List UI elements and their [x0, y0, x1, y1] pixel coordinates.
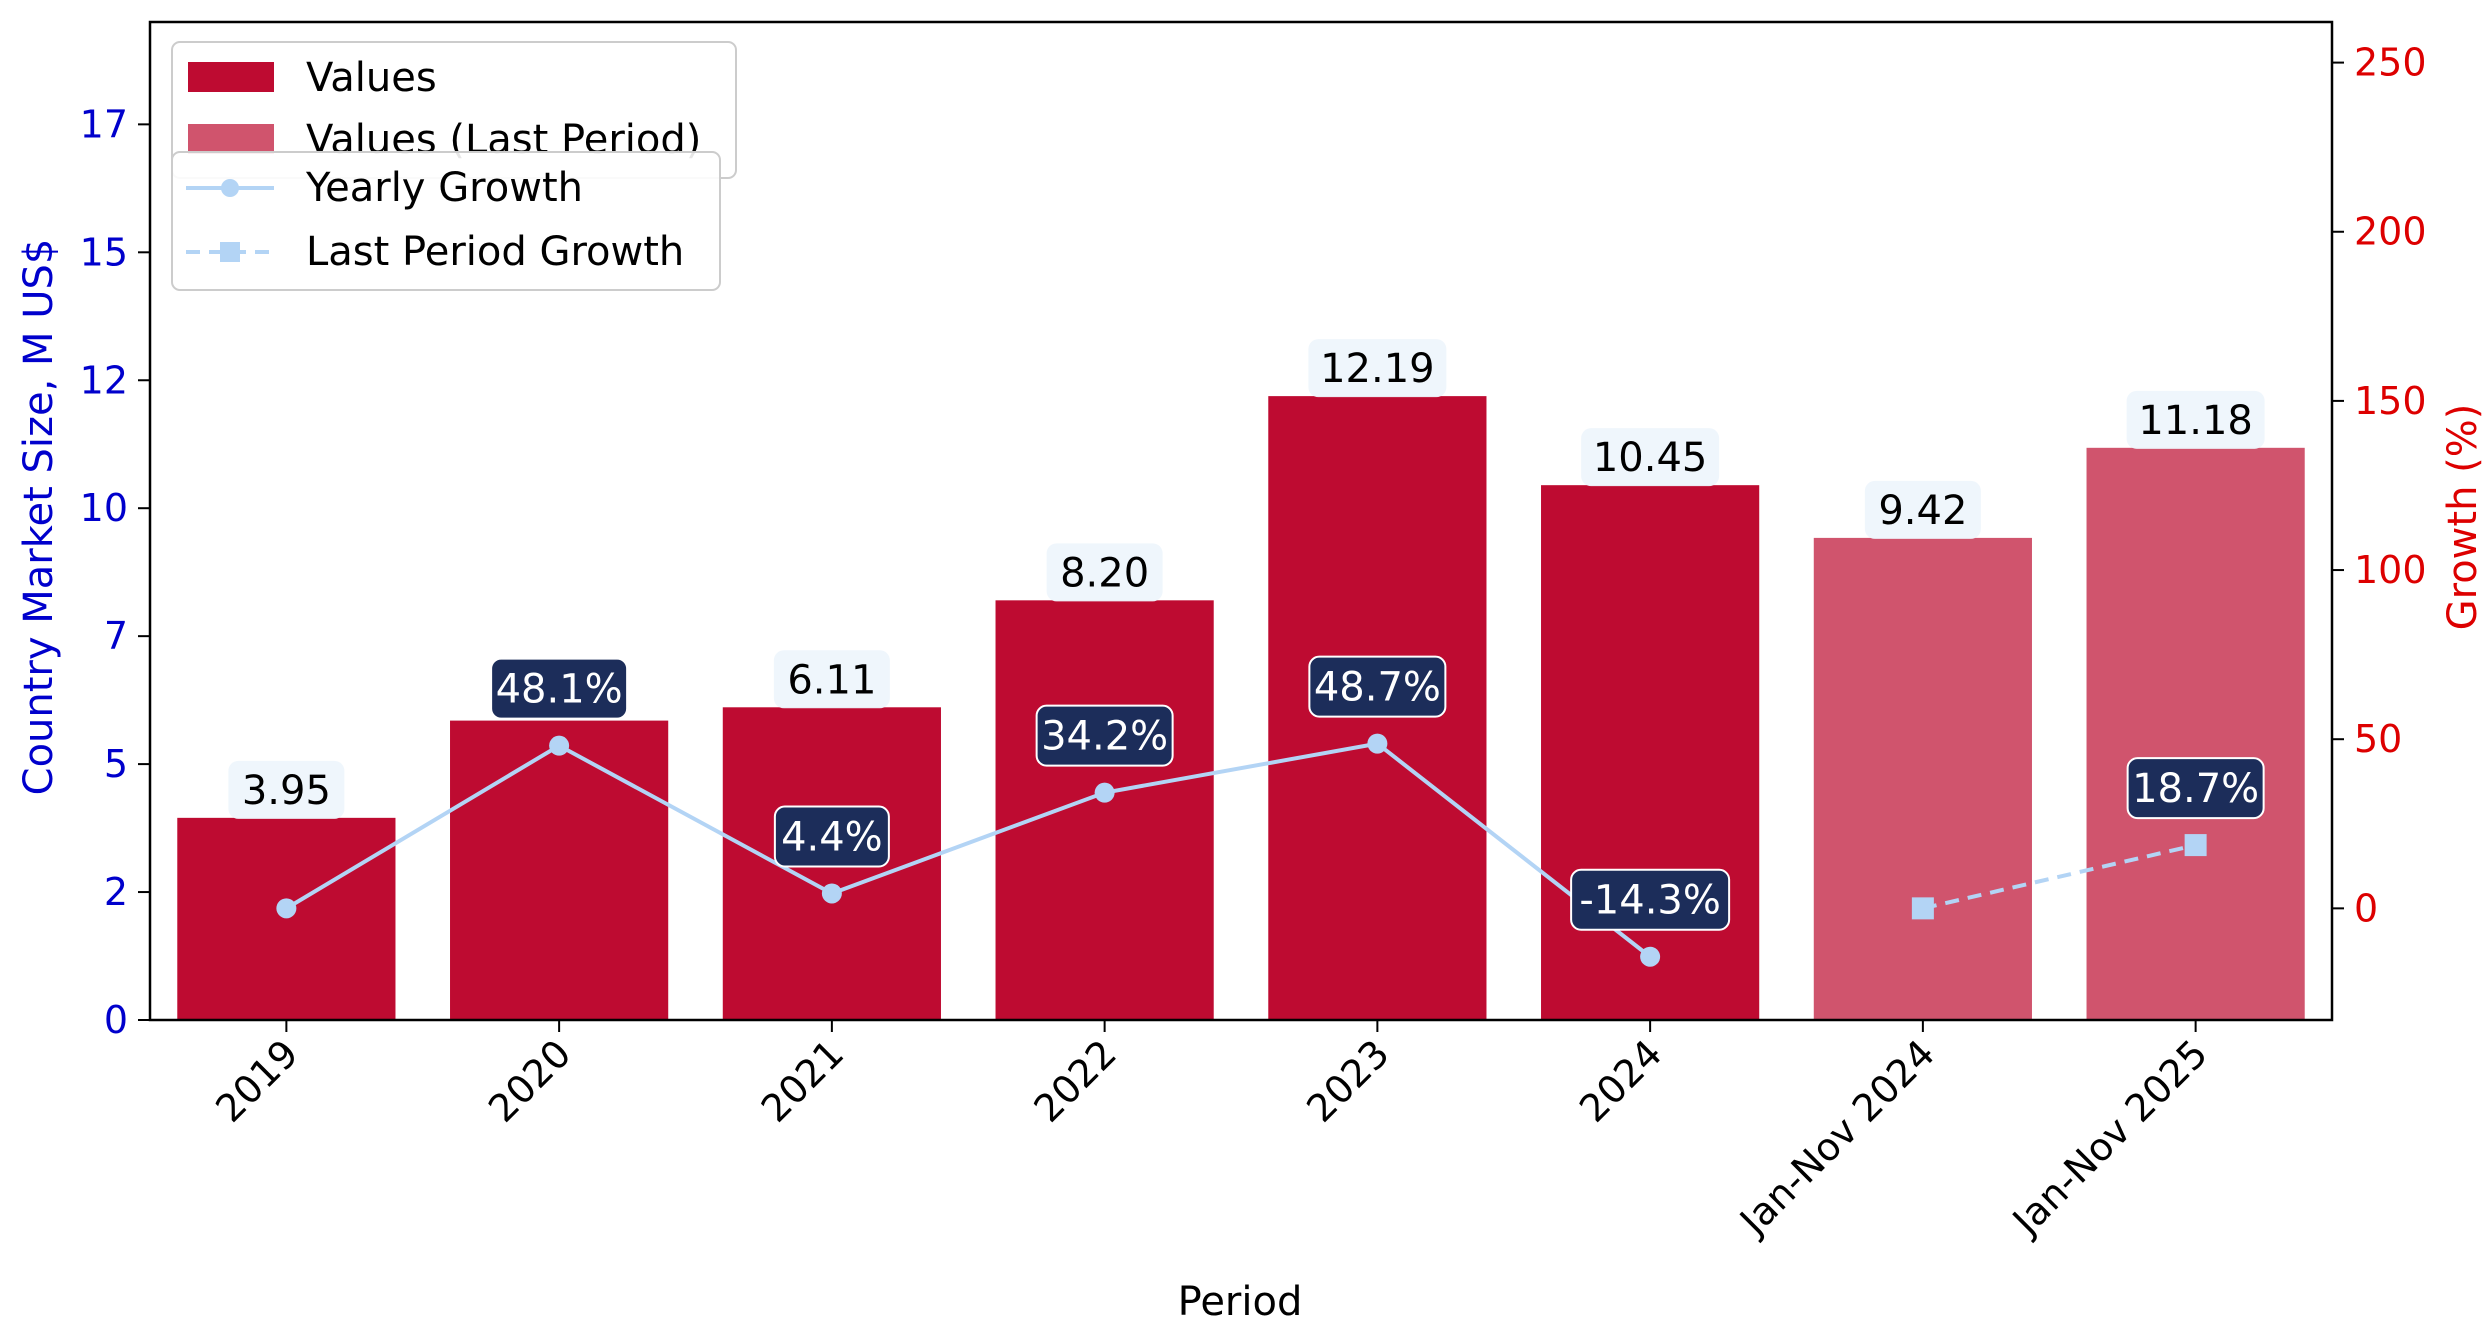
legend-label-yearly-growth: Yearly Growth [305, 165, 583, 211]
x-tick-label: 2024 [1571, 1031, 1671, 1131]
y-tick-label: 5 [104, 742, 128, 786]
growth-lines-layer [276, 733, 2207, 967]
value-label-box [1046, 543, 1163, 602]
x-tick-label: Jan-Nov 2024 [1730, 1031, 1943, 1244]
point-last-period-growth [2184, 834, 2207, 857]
legend-frame [171, 151, 721, 291]
growth-label-box [490, 657, 629, 720]
legend-swatch-values [188, 62, 274, 92]
x-tick-label: 2019 [207, 1031, 307, 1131]
value-label-box [1308, 339, 1447, 398]
bar-values-last-period [1813, 537, 2032, 1020]
growth-labels-layer: 48.1% 4.4% 34.2% 48.7% -14.3% 18.7% [490, 655, 2265, 931]
y2-tick-label: 250 [2354, 41, 2427, 85]
point-yearly-growth [1640, 946, 1661, 967]
y-tick-label: 7 [104, 614, 128, 658]
value-labels-layer: 3.95 6.11 8.20 12.19 10.45 9.42 11.18 [228, 339, 2265, 819]
series-line-yearly-growth [285, 741, 1652, 959]
y-tick-label: 15 [80, 230, 128, 274]
series-line-last-period-growth [1922, 843, 2197, 911]
growth-label: 4.4% [781, 814, 883, 860]
value-label: 6.11 [787, 657, 876, 703]
x-tick-label: Jan-Nov 2025 [2003, 1031, 2216, 1244]
bar-values [450, 720, 669, 1020]
bar-values [177, 817, 396, 1020]
y-tick-label: 2 [104, 870, 128, 914]
growth-label: 48.7% [1314, 665, 1441, 711]
point-yearly-growth [1094, 782, 1115, 803]
growth-label-box [773, 805, 890, 868]
legend-marker-yearly [221, 179, 239, 197]
value-label-box [2126, 390, 2265, 449]
legend-growth: Yearly Growth Last Period Growth [171, 151, 721, 291]
x-tick-label: 2022 [1025, 1031, 1125, 1131]
value-label: 12.19 [1320, 346, 1435, 392]
legend-swatch-values-last [188, 124, 274, 154]
point-last-period-growth [1911, 897, 1934, 920]
x-tick-label: 2023 [1298, 1031, 1398, 1131]
growth-label-box [2126, 757, 2265, 820]
x-tick-label: 2021 [753, 1031, 853, 1131]
y2-tick-label: 200 [2354, 210, 2427, 254]
point-yearly-growth [821, 883, 842, 904]
legend-label-values: Values [306, 55, 437, 101]
y-tick-label: 17 [80, 102, 128, 146]
value-label: 9.42 [1878, 488, 1967, 534]
growth-label-box [1035, 704, 1174, 767]
growth-label: -14.3% [1579, 878, 1721, 924]
value-label: 3.95 [242, 768, 331, 814]
y2-tick-label: 150 [2354, 379, 2427, 423]
y2-axis-title: Growth (%) [2440, 404, 2486, 631]
y-axis-title: Country Market Size, M US$ [16, 239, 62, 796]
y2-tick-label: 50 [2354, 717, 2402, 761]
growth-label: 18.7% [2132, 766, 2259, 812]
bar-values [1541, 485, 1760, 1021]
point-yearly-growth [549, 735, 570, 756]
plot-frame [148, 20, 2334, 1022]
value-label-box [228, 760, 345, 819]
bar-values-last-period [2086, 447, 2305, 1020]
point-yearly-growth [1367, 733, 1388, 754]
y-tick-label: 12 [80, 358, 128, 402]
value-label-box [773, 650, 890, 709]
y2-tick-label: 100 [2354, 548, 2427, 592]
value-label-box [1864, 480, 1981, 539]
value-label: 11.18 [2138, 398, 2253, 444]
y-tick-label: 10 [80, 486, 128, 530]
x-axis-title: Period [1178, 1279, 1303, 1325]
growth-label: 34.2% [1041, 714, 1168, 760]
value-label-box [1581, 428, 1720, 487]
value-label: 10.45 [1593, 435, 1708, 481]
point-yearly-growth [276, 898, 297, 919]
legend-label-last-period-growth: Last Period Growth [306, 229, 684, 275]
y-tick-label: 0 [104, 998, 128, 1042]
value-label: 8.20 [1060, 550, 1149, 596]
x-tick-label: 2020 [480, 1031, 580, 1131]
y2-tick-label: 0 [2354, 886, 2378, 930]
growth-label-box [1570, 868, 1731, 931]
growth-label-box [1308, 655, 1447, 718]
legend-marker-last-period [220, 242, 240, 262]
bar-values [995, 600, 1214, 1020]
growth-label: 48.1% [496, 667, 623, 713]
